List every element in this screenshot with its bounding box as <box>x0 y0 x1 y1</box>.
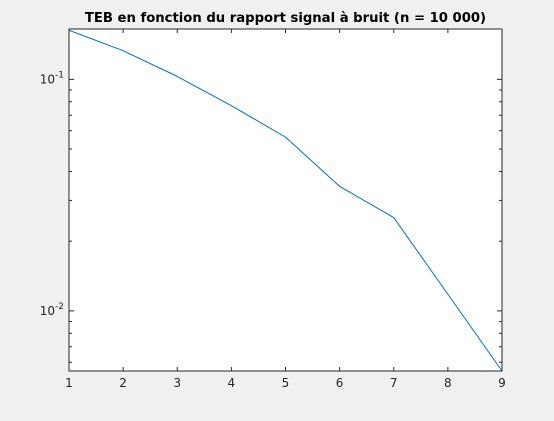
x-tick-label: 3 <box>173 376 181 390</box>
x-tick-label: 2 <box>119 376 127 390</box>
x-tick-label: 9 <box>498 376 506 390</box>
x-tick-label: 1 <box>65 376 73 390</box>
chart-title: TEB en fonction du rapport signal à brui… <box>85 10 486 26</box>
ticks-layer <box>68 29 503 371</box>
x-tick-label: 6 <box>336 376 344 390</box>
x-tick-label: 5 <box>282 376 290 390</box>
series-layer <box>68 29 503 372</box>
labels-layer: 1 2 3 4 5 6 7 8 9 10-2 10-1 <box>40 70 506 390</box>
y-tick-label: 10-2 <box>40 302 64 318</box>
x-tick-label: 8 <box>444 376 452 390</box>
axes-box <box>68 28 503 372</box>
x-tick-label: 4 <box>228 376 236 390</box>
axes-background <box>69 29 502 371</box>
y-tick-label: 10-1 <box>40 70 64 86</box>
series-line-teb <box>68 29 503 372</box>
x-tick-label: 7 <box>390 376 398 390</box>
